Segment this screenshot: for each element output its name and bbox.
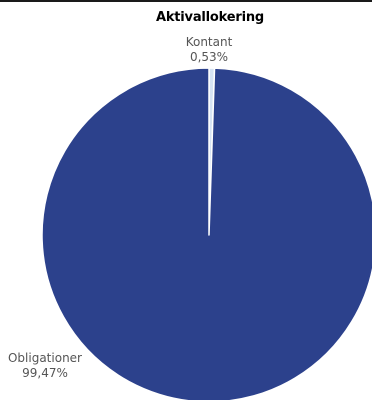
slice-value-kontant: 0,53%	[189, 50, 229, 64]
slice-value-obligationer: 99,47%	[22, 366, 68, 380]
slice-name-obligationer: Obligationer	[7, 351, 82, 365]
slice-label-kontant: Kontant 0,53%	[179, 35, 239, 65]
slice-label-obligationer: Obligationer 99,47%	[2, 351, 88, 381]
slice-name-kontant: Kontant	[185, 35, 233, 49]
chart-title: Aktivallokering	[155, 10, 264, 25]
pie-slice-obligationer	[41, 67, 372, 400]
top-border-line	[0, 0, 372, 2]
